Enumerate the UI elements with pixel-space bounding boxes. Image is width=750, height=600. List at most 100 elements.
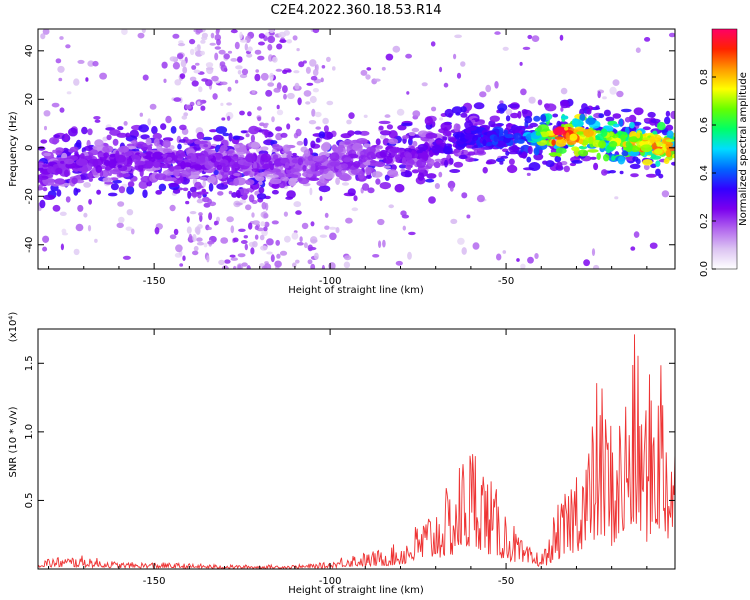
spectrogram-cell <box>77 59 85 64</box>
spectrogram-cell <box>224 259 231 264</box>
spectrogram-cell <box>237 264 242 269</box>
spectrogram-cell <box>214 52 219 61</box>
spectrogram-cell <box>416 159 427 168</box>
spectrogram-cell <box>127 181 135 188</box>
spectrogram-cell <box>267 82 275 87</box>
spectrogram-cell <box>665 149 671 158</box>
spectrogram-cell <box>230 29 238 34</box>
spectrogram-cell <box>565 132 570 142</box>
spectrogram-cell <box>249 173 254 178</box>
spectrogram-cell <box>194 181 202 190</box>
spectrogram-cell <box>229 254 236 258</box>
spectrogram-cell <box>485 84 492 93</box>
spectrogram-cell <box>324 212 329 218</box>
spectrogram-cell <box>302 165 307 172</box>
spectrogram-cell <box>194 46 198 52</box>
spectrogram-cell <box>160 123 167 130</box>
spectrogram-cell <box>578 149 589 157</box>
spectrogram-cell <box>344 255 352 261</box>
spectrogram-cell <box>357 170 365 180</box>
spectrogram-cell <box>139 112 143 117</box>
spectrogram-cell <box>431 144 442 154</box>
spectrogram-cell <box>296 242 304 246</box>
y-tick-label: 0.5 <box>24 492 35 508</box>
spectrogram-cell <box>215 126 228 134</box>
spectrogram-cell <box>353 195 358 202</box>
spectrogram-cell <box>620 134 626 142</box>
spectrogram-cell <box>42 186 48 192</box>
spectrogram-cell <box>203 242 208 248</box>
spectrogram-cell <box>301 222 309 230</box>
spectrogram-cell <box>402 225 406 231</box>
spectrogram-cell <box>378 240 382 248</box>
spectrogram-cell <box>345 217 353 224</box>
colorbar-scale <box>711 28 738 270</box>
spectrogram-cell <box>367 187 375 194</box>
spectrogram-cell <box>221 265 229 269</box>
spectrogram-cell <box>438 171 443 178</box>
spectrogram-cell <box>43 110 51 117</box>
spectrogram-cell <box>412 140 418 147</box>
spectrogram-cell <box>115 154 127 163</box>
spectrogram-cell <box>235 202 243 206</box>
spectrogram-cell <box>246 265 251 269</box>
spectrogram-cell <box>131 228 135 235</box>
spectrogram-cell <box>554 156 562 163</box>
spectrogram-cell <box>539 122 547 125</box>
spectrogram-cell <box>270 140 278 145</box>
snr-scale-note: (x10⁴) <box>8 312 19 343</box>
spectrogram-cell <box>405 53 412 59</box>
spectrogram-cell <box>255 176 265 182</box>
spectrogram-cell <box>154 227 160 235</box>
x-tick-label: -50 <box>498 576 514 587</box>
spectrogram-cell <box>279 250 288 256</box>
spectrogram-cell <box>577 127 585 132</box>
spectrogram-cell <box>476 194 485 203</box>
spectrogram-cell <box>163 78 167 84</box>
spectrogram-cell <box>303 137 308 147</box>
spectrogram-cell <box>560 100 570 109</box>
spectrogram-cell <box>665 139 675 143</box>
spectrogram-cell <box>649 135 655 144</box>
spectrogram-cell <box>447 180 456 189</box>
spectrogram-cell <box>499 161 504 165</box>
spectrogram-cell <box>166 177 177 182</box>
spectrogram-cell <box>544 103 557 112</box>
spectrogram-cell <box>461 247 467 255</box>
spectrogram-cell <box>533 115 541 122</box>
spectrogram-cell <box>365 174 372 179</box>
spectrogram-cell <box>661 190 670 198</box>
spectrogram-cell <box>117 126 124 131</box>
spectrogram-cell <box>553 127 565 136</box>
spectrogram-cell <box>326 100 334 106</box>
spectrogram-cell <box>377 218 385 226</box>
spectrogram-cell <box>494 81 499 89</box>
spectrogram-cell <box>344 141 351 145</box>
spectrogram-cell <box>507 151 519 155</box>
spectrogram-cell <box>609 132 614 137</box>
spectrogram-cell <box>645 173 657 178</box>
spectrogram-cell <box>141 29 146 34</box>
spectrogram-cell <box>297 177 303 182</box>
spectrogram-cell <box>233 237 239 243</box>
spectrogram-cell <box>271 220 279 225</box>
spectrogram-cell <box>597 91 601 99</box>
spectrogram-cell <box>187 190 192 199</box>
spectrogram-cell <box>303 149 311 157</box>
spectrogram-cell <box>198 212 203 217</box>
spectrogram-cell <box>52 204 61 212</box>
spectrogram-cell <box>198 86 203 93</box>
spectrogram-cell <box>250 141 261 150</box>
spectrogram-cell <box>443 82 449 88</box>
spectrogram-cell <box>366 151 376 160</box>
spectrogram-cell <box>124 151 133 157</box>
spectrogram-cell <box>571 146 580 152</box>
spectrogram-cell <box>200 39 206 44</box>
spectrogram-cell <box>328 226 337 230</box>
spectrogram-cell <box>375 138 381 146</box>
spectrogram-cell <box>665 124 674 131</box>
spectrogram-cell <box>310 221 315 227</box>
spectrogram-cell <box>61 232 69 236</box>
spectrogram-cell <box>360 69 368 76</box>
spectrogram-cell <box>448 137 457 143</box>
